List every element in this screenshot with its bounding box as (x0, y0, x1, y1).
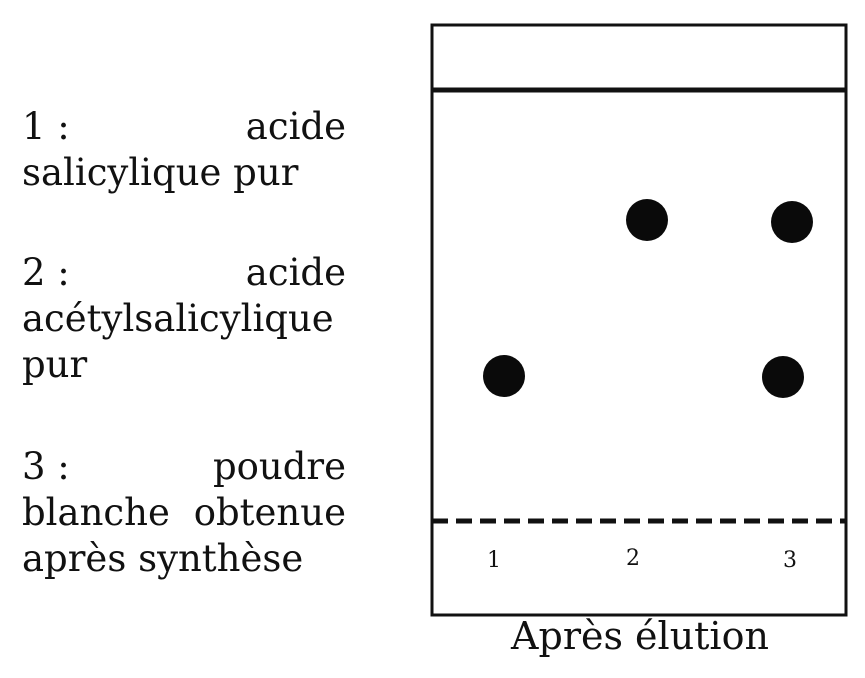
tlc-plate-outline (430, 23, 848, 617)
spot-lane-2 (626, 199, 668, 241)
lane-label-1: 1 (487, 548, 501, 573)
lane-label-2: 2 (626, 546, 640, 571)
legend-1-number: 1 : (22, 105, 70, 148)
spot-lane-3-lower (762, 356, 804, 398)
legend-2-number: 2 : (22, 251, 70, 294)
legend-item-1: 1 : acide salicylique pur (22, 104, 346, 196)
legend-2-word-1: acide (245, 251, 346, 294)
caption: Après élution (511, 614, 769, 658)
legend-2-word-3: pur (22, 343, 88, 386)
legend-2-word-2: acétylsalicylique (22, 297, 334, 340)
legend-3-word-1: poudre (212, 445, 346, 488)
legend-item-3: 3 : poudre blanche obtenue après synthès… (22, 444, 346, 582)
legend-1-word-1: acide (245, 105, 346, 148)
legend-3-word-3: obtenue (193, 491, 346, 534)
legend-1-word-2: salicylique pur (22, 151, 299, 194)
legend-3-word-2: blanche (22, 491, 170, 534)
legend-item-2: 2 : acide acétylsalicylique pur (22, 250, 346, 388)
lane-label-3: 3 (783, 548, 797, 573)
spot-lane-3-upper (771, 201, 813, 243)
legend-3-number: 3 : (22, 445, 70, 488)
legend-3-word-4: après synthèse (22, 537, 304, 580)
spot-lane-1 (483, 355, 525, 397)
